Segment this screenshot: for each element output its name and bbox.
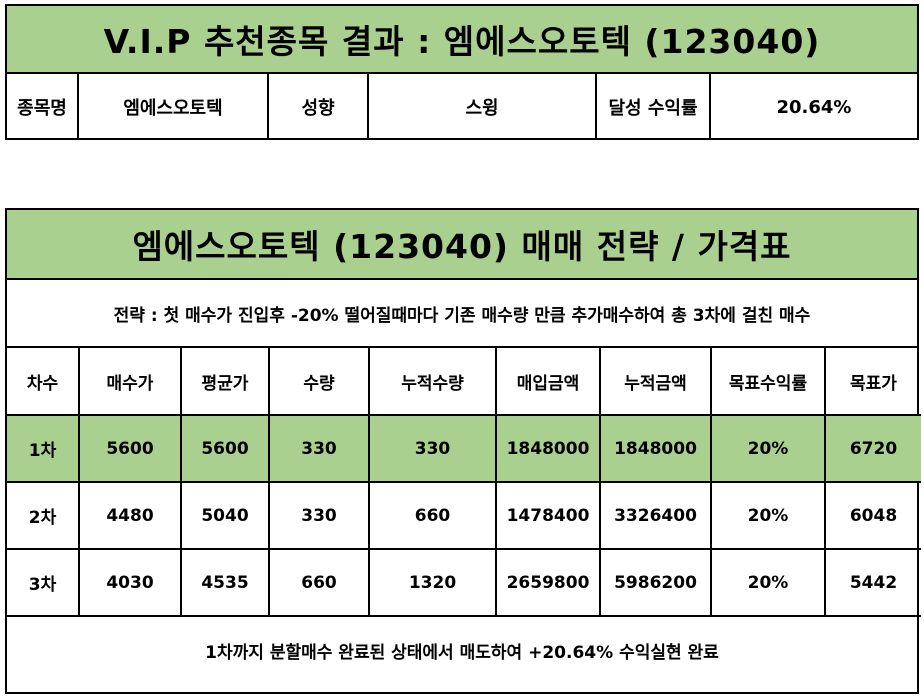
cell-round: 3차: [7, 549, 80, 617]
header-buy-price: 매수가: [79, 348, 182, 416]
header-target-return: 목표수익률: [711, 348, 826, 416]
strategy-box: 엠에스오토텍 (123040) 매매 전략 / 가격표 전략 : 첫 매수가 진…: [5, 208, 921, 694]
result-info-row: 종목명 엠에스오토텍 성향 스윙 달성 수익률 20.64%: [7, 74, 917, 140]
cell-quantity: 330: [269, 415, 370, 483]
cell-buy-price: 4030: [79, 549, 182, 617]
header-cum-quantity: 누적수량: [369, 348, 497, 416]
header-cum-amount: 누적금액: [600, 348, 712, 416]
return-value: 20.64%: [776, 96, 852, 118]
cell-avg-price: 5600: [181, 415, 270, 483]
table-row: 1차 5600 5600 330 330 1848000 1848000 20%…: [7, 415, 921, 483]
cell-buy-amount: 1848000: [496, 415, 601, 483]
cell-buy-amount: 2659800: [496, 549, 601, 617]
cell-cum-amount: 1848000: [600, 415, 712, 483]
style-label: 성향: [269, 74, 369, 140]
cell-round: 1차: [7, 415, 80, 483]
header-quantity: 수량: [269, 348, 370, 416]
return-label: 달성 수익률: [597, 74, 711, 140]
stock-name-label: 종목명: [7, 74, 79, 140]
cell-quantity: 660: [269, 549, 370, 617]
cell-quantity: 330: [269, 482, 370, 550]
table-row: 3차 4030 4535 660 1320 2659800 5986200 20…: [7, 549, 921, 617]
cell-buy-price: 4480: [79, 482, 182, 550]
table-row: 2차 4480 5040 330 660 1478400 3326400 20%…: [7, 482, 921, 550]
cell-round: 2차: [7, 482, 80, 550]
cell-target-return: 20%: [711, 549, 826, 617]
strategy-description: 전략 : 첫 매수가 진입후 -20% 떨어질때마다 기존 매수량 만큼 추가매…: [7, 280, 917, 348]
strategy-title: 엠에스오토텍 (123040) 매매 전략 / 가격표: [7, 210, 917, 280]
table-header-row: 차수 매수가 평균가 수량 누적수량 매입금액 누적금액 목표수익률 목표가: [7, 348, 921, 416]
style-value: 스윙: [369, 74, 597, 140]
cell-avg-price: 5040: [181, 482, 270, 550]
header-round: 차수: [7, 348, 80, 416]
cell-cum-quantity: 330: [369, 415, 497, 483]
cell-cum-quantity: 660: [369, 482, 497, 550]
cell-target-price: 6048: [825, 482, 921, 550]
header-buy-amount: 매입금액: [496, 348, 601, 416]
cell-cum-amount: 5986200: [600, 549, 712, 617]
cell-target-return: 20%: [711, 482, 826, 550]
cell-target-return: 20%: [711, 415, 826, 483]
cell-target-price: 5442: [825, 549, 921, 617]
result-title: V.I.P 추천종목 결과 : 엠에스오토텍 (123040): [7, 6, 917, 74]
cell-avg-price: 4535: [181, 549, 270, 617]
header-target-price: 목표가: [825, 348, 921, 416]
stock-name-value: 엠에스오토텍: [79, 74, 269, 140]
cell-buy-price: 5600: [79, 415, 182, 483]
cell-cum-quantity: 1320: [369, 549, 497, 617]
result-footer-text: 1차까지 분할매수 완료된 상태에서 매도하여 +20.64% 수익실현 완료: [205, 643, 719, 663]
header-avg-price: 평균가: [181, 348, 270, 416]
cell-target-price: 6720: [825, 415, 921, 483]
price-table: 차수 매수가 평균가 수량 누적수량 매입금액 누적금액 목표수익률 목표가 1…: [7, 348, 921, 617]
result-summary-box: V.I.P 추천종목 결과 : 엠에스오토텍 (123040) 종목명 엠에스오…: [5, 4, 919, 140]
cell-cum-amount: 3326400: [600, 482, 712, 550]
cell-buy-amount: 1478400: [496, 482, 601, 550]
